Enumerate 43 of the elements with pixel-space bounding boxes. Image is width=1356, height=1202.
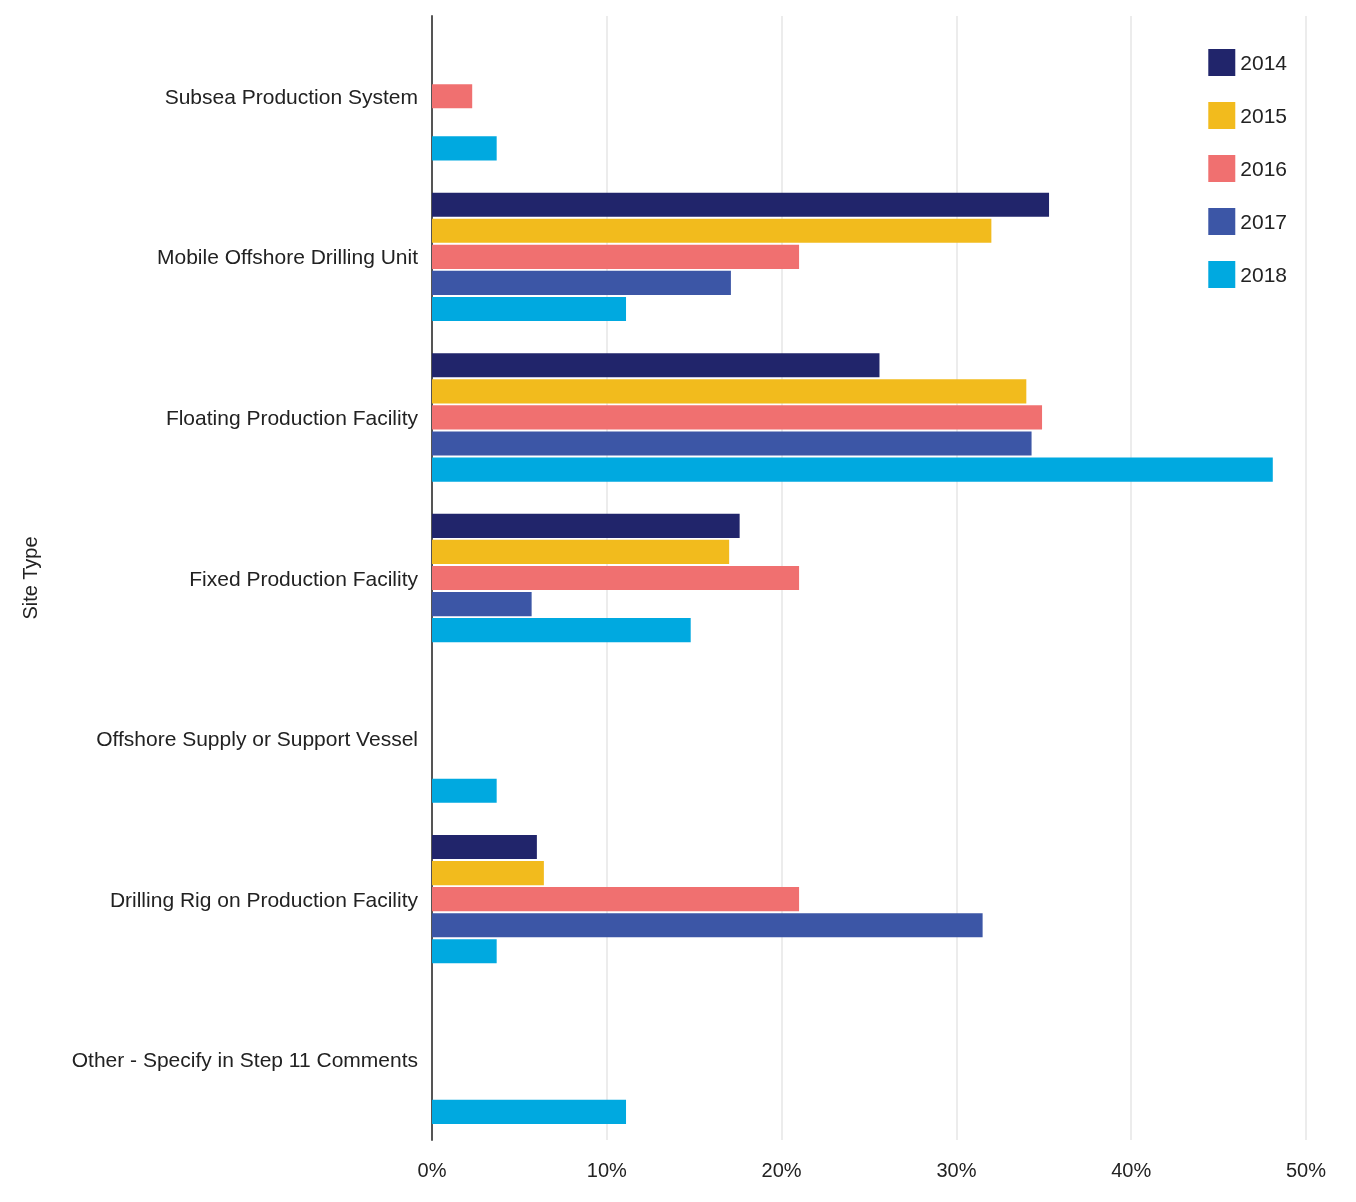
- bar: [432, 513, 740, 538]
- bar: [432, 270, 731, 296]
- y-tick-label: Floating Production Facility: [165, 405, 419, 429]
- bar: [432, 939, 497, 964]
- y-tick-label: Other - Specify in Step 11 Comments: [71, 1048, 418, 1072]
- y-tick-label: Mobile Offshore Drilling Unit: [156, 245, 419, 269]
- bar: [432, 618, 691, 643]
- bar: [432, 539, 730, 564]
- x-tick-label: 40%: [1111, 1159, 1152, 1181]
- bar: [432, 84, 473, 109]
- bar: [432, 431, 1032, 456]
- bar: [432, 565, 800, 591]
- bar: [432, 136, 497, 161]
- legend-label: 2014: [1240, 51, 1288, 74]
- y-tick-label: Drilling Rig on Production Facility: [109, 887, 419, 911]
- legend-label: 2017: [1240, 210, 1287, 233]
- bar: [432, 778, 497, 803]
- bar: [432, 379, 1027, 404]
- bar: [432, 834, 537, 860]
- y-tick-label: Fixed Production Facility: [189, 566, 419, 590]
- x-tick-label: 20%: [761, 1159, 802, 1181]
- y-axis-title: Site Type: [19, 536, 41, 620]
- x-tick-label: 30%: [936, 1159, 977, 1181]
- x-tick-label: 10%: [586, 1159, 628, 1181]
- x-tick-label: 50%: [1285, 1159, 1327, 1181]
- bar: [432, 457, 1273, 482]
- bar: [432, 1099, 627, 1124]
- legend-label: 2018: [1240, 263, 1287, 286]
- bar: [432, 887, 800, 912]
- bar: [432, 913, 983, 938]
- legend-label: 2016: [1240, 157, 1287, 180]
- bar: [432, 296, 627, 322]
- y-tick-label: Offshore Supply or Support Vessel: [96, 727, 418, 751]
- y-tick-label: Subsea Production System: [164, 84, 418, 108]
- bar: [432, 244, 800, 269]
- bar: [432, 405, 1043, 430]
- x-tick-label: 0%: [417, 1159, 447, 1181]
- bar: [432, 353, 880, 378]
- bar: [432, 218, 992, 243]
- bar: [432, 192, 1050, 217]
- bar: [432, 592, 532, 617]
- bar: [432, 860, 544, 886]
- legend-label: 2015: [1240, 104, 1287, 127]
